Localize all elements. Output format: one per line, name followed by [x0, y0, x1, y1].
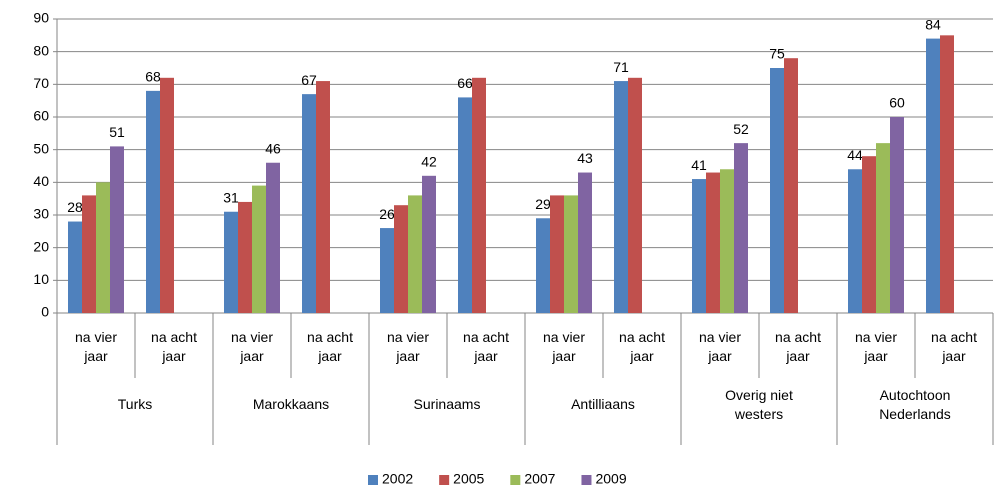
bar — [96, 182, 110, 313]
group-label: Marokkaans — [252, 396, 330, 412]
x-tick-label: na vier jaar — [74, 329, 118, 364]
legend-label: 2005 — [453, 471, 484, 487]
data-label: 26 — [379, 206, 395, 222]
x-tick-label: na acht jaar — [775, 329, 821, 364]
legend-label: 2002 — [382, 471, 413, 487]
data-label: 60 — [889, 95, 905, 111]
legend-swatch — [581, 475, 592, 485]
data-label: 75 — [769, 46, 785, 62]
data-label: 71 — [613, 59, 629, 75]
x-tick-label: na acht jaar — [931, 329, 977, 364]
legend-swatch — [368, 475, 378, 485]
group-label: Antilliaans — [571, 396, 635, 412]
bar — [734, 143, 748, 313]
data-label: 66 — [457, 75, 473, 91]
group-label: Surinaams — [413, 396, 481, 412]
data-label: 51 — [109, 124, 125, 140]
bar — [422, 175, 436, 313]
bar — [578, 172, 592, 313]
data-label: 44 — [847, 147, 863, 163]
x-tick-label: na vier jaar — [854, 329, 898, 364]
bar — [82, 195, 96, 313]
bar — [238, 201, 252, 313]
y-tick-label: 0 — [41, 304, 49, 320]
y-tick-label: 90 — [33, 10, 49, 26]
bar — [628, 77, 642, 313]
bar — [862, 156, 876, 313]
x-tick-label: na acht jaar — [307, 329, 353, 364]
legend-swatch — [439, 475, 450, 485]
x-tick-label: na vier jaar — [386, 329, 430, 364]
x-tick-label: na vier jaar — [542, 329, 586, 364]
bar — [720, 169, 734, 313]
data-label: 84 — [925, 16, 941, 32]
bar — [692, 179, 706, 313]
x-tick-label: na acht jaar — [463, 329, 509, 364]
bar — [706, 172, 720, 313]
data-label: 46 — [265, 140, 281, 156]
bar — [380, 228, 394, 313]
y-tick-label: 40 — [33, 173, 49, 189]
bar — [146, 90, 160, 313]
bar — [564, 195, 578, 313]
group-label: Overig niet westers — [725, 387, 793, 422]
y-tick-label: 20 — [33, 238, 49, 254]
data-label: 67 — [301, 72, 317, 88]
bar — [252, 185, 266, 313]
y-tick-label: 80 — [33, 42, 49, 58]
y-tick-label: 30 — [33, 206, 49, 222]
bar — [770, 68, 784, 313]
bar — [160, 77, 174, 313]
data-label: 42 — [421, 154, 437, 170]
bar — [890, 117, 904, 313]
data-label: 41 — [691, 157, 707, 173]
data-label: 43 — [577, 150, 593, 166]
data-label: 52 — [733, 121, 749, 137]
data-label: 68 — [145, 69, 161, 85]
group-label: Autochtoon Nederlands — [879, 387, 951, 422]
y-tick-label: 60 — [33, 108, 49, 124]
legend-label: 2009 — [595, 471, 626, 487]
bar — [614, 81, 628, 313]
bar — [302, 94, 316, 313]
bar — [110, 146, 124, 313]
bar — [224, 211, 238, 313]
bar — [536, 218, 550, 313]
bar — [784, 58, 798, 314]
bar — [68, 221, 82, 313]
bar — [848, 169, 862, 313]
x-tick-label: na vier jaar — [230, 329, 274, 364]
bar — [876, 143, 890, 313]
bar — [940, 35, 954, 313]
data-label: 31 — [223, 189, 239, 205]
bar — [408, 195, 422, 313]
legend-label: 2007 — [524, 471, 555, 487]
x-tick-label: na acht jaar — [151, 329, 197, 364]
bar — [458, 97, 472, 314]
x-tick-label: na acht jaar — [619, 329, 665, 364]
bar — [266, 162, 280, 313]
legend-swatch — [510, 475, 521, 485]
bar — [394, 205, 408, 313]
y-tick-label: 70 — [33, 75, 49, 91]
y-tick-label: 50 — [33, 140, 49, 156]
bar — [550, 195, 564, 313]
x-tick-label: na vier jaar — [698, 329, 742, 364]
group-label: Turks — [117, 396, 153, 412]
data-label: 28 — [67, 199, 83, 215]
data-label: 29 — [535, 196, 551, 212]
bar — [926, 38, 940, 313]
bar — [316, 81, 330, 313]
y-tick-label: 10 — [33, 271, 49, 287]
bar — [472, 77, 486, 313]
